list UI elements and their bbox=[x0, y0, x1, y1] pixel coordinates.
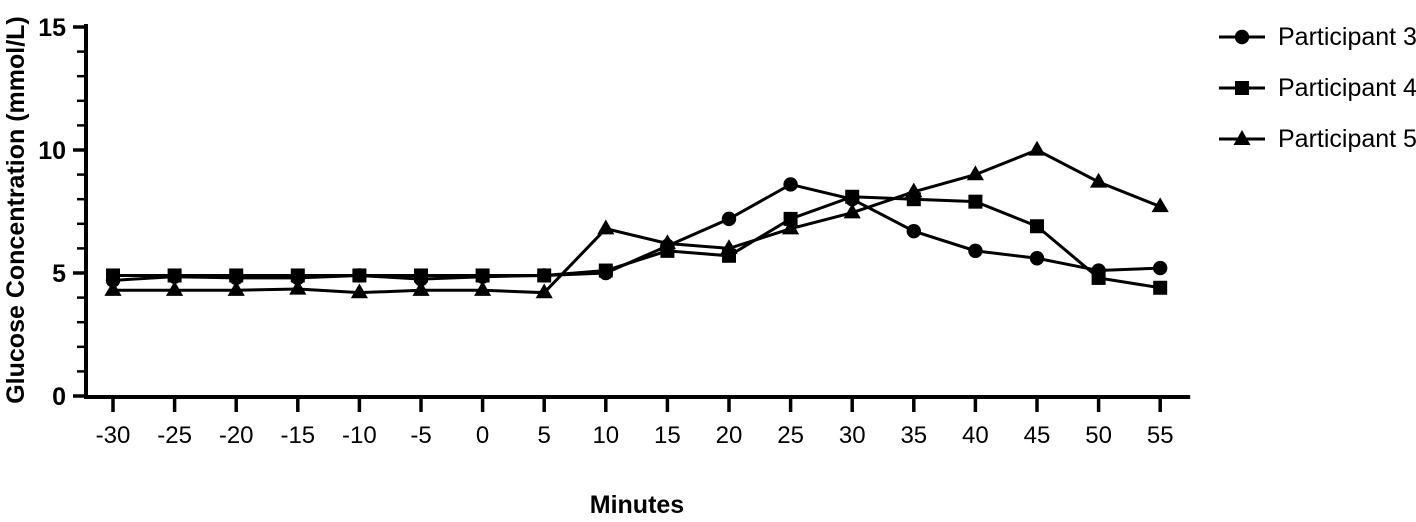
legend-item-participant-3: Participant 3 bbox=[1219, 20, 1416, 54]
data-point-participant-5 bbox=[535, 283, 553, 299]
x-tick-label: 10 bbox=[592, 422, 619, 449]
data-point-participant-5 bbox=[1028, 140, 1046, 156]
data-point-participant-4 bbox=[968, 194, 983, 209]
x-tick-label: 35 bbox=[900, 422, 927, 449]
x-tick-label: -25 bbox=[157, 422, 192, 449]
x-tick-label: 40 bbox=[962, 422, 989, 449]
y-tick-label: 10 bbox=[38, 137, 66, 165]
data-point-participant-5 bbox=[966, 165, 984, 181]
data-point-participant-3 bbox=[721, 211, 737, 227]
y-tick-label: 15 bbox=[38, 14, 66, 42]
data-point-participant-5 bbox=[1090, 172, 1108, 188]
x-tick-label: 50 bbox=[1085, 422, 1112, 449]
legend: Participant 3 Participant 4 Participant … bbox=[1219, 20, 1416, 156]
legend-label: Participant 3 bbox=[1278, 23, 1416, 51]
data-point-participant-4 bbox=[229, 268, 244, 283]
x-tick-label: -15 bbox=[280, 422, 315, 449]
data-point-participant-4 bbox=[106, 268, 120, 283]
legend-item-participant-4: Participant 4 bbox=[1219, 71, 1416, 105]
data-point-participant-4 bbox=[845, 189, 860, 204]
series-line-participant-5 bbox=[113, 148, 1161, 295]
data-point-participant-5 bbox=[782, 219, 800, 235]
data-point-participant-3 bbox=[968, 243, 983, 259]
data-point-participant-3 bbox=[1153, 260, 1168, 276]
legend-label: Participant 4 bbox=[1278, 74, 1416, 102]
x-tick-label: 0 bbox=[476, 422, 489, 449]
y-tick-label: 0 bbox=[52, 383, 66, 411]
series-line-participant-3 bbox=[112, 182, 1161, 282]
x-tick-label: -5 bbox=[410, 422, 431, 449]
data-point-participant-5 bbox=[843, 203, 861, 219]
x-tick-label: 55 bbox=[1147, 422, 1174, 449]
series-line-participant-4 bbox=[113, 195, 1161, 290]
x-tick-label: -20 bbox=[219, 422, 254, 449]
legend-item-participant-5: Participant 5 bbox=[1219, 122, 1416, 156]
data-point-participant-4 bbox=[414, 268, 428, 283]
legend-label: Participant 5 bbox=[1278, 125, 1416, 153]
data-point-participant-4 bbox=[1091, 270, 1106, 285]
data-point-participant-4 bbox=[290, 268, 305, 283]
x-tick-label: 20 bbox=[716, 422, 743, 449]
x-tick-label: 5 bbox=[538, 422, 551, 449]
data-point-participant-5 bbox=[474, 281, 492, 296]
x-tick-label: 45 bbox=[1024, 422, 1051, 449]
data-point-participant-5 bbox=[227, 281, 245, 296]
data-point-participant-4 bbox=[598, 263, 613, 278]
data-point-participant-3 bbox=[1029, 251, 1045, 266]
data-point-participant-4 bbox=[1153, 280, 1168, 295]
x-tick-label: 15 bbox=[654, 422, 681, 449]
plot-area bbox=[104, 140, 1169, 299]
data-point-participant-5 bbox=[350, 283, 368, 299]
axes: 0 5 10 15 -30 -25 -20 -15 -10 -5 0 5 10 15 20 25 30 35 40 4… bbox=[38, 14, 1191, 449]
data-point-participant-5 bbox=[905, 182, 923, 198]
data-point-participant-5 bbox=[720, 239, 738, 254]
data-point-participant-5 bbox=[166, 281, 184, 296]
data-point-participant-4 bbox=[783, 211, 798, 226]
triangle-marker-icon bbox=[1219, 130, 1265, 145]
data-point-participant-4 bbox=[537, 268, 552, 283]
data-point-participant-4 bbox=[167, 268, 182, 283]
square-marker-icon bbox=[1219, 81, 1265, 95]
x-tick-label: -30 bbox=[96, 422, 131, 449]
data-point-participant-3 bbox=[783, 177, 798, 192]
x-tick-label: 25 bbox=[777, 422, 804, 449]
x-tick-label: -10 bbox=[342, 422, 377, 449]
data-point-participant-4 bbox=[475, 268, 490, 283]
x-tick-label: 30 bbox=[839, 422, 866, 449]
data-point-participant-5 bbox=[104, 281, 122, 296]
data-point-participant-5 bbox=[412, 281, 430, 296]
y-tick-label: 5 bbox=[52, 260, 66, 288]
data-point-participant-5 bbox=[289, 279, 307, 295]
data-point-participant-3 bbox=[906, 223, 921, 239]
data-point-participant-5 bbox=[658, 234, 676, 250]
x-axis-title: Minutes bbox=[590, 491, 684, 519]
data-point-participant-4 bbox=[352, 268, 367, 283]
data-point-participant-5 bbox=[1151, 197, 1169, 213]
y-axis-title: Glucose Concentration (mmol/L) bbox=[2, 16, 30, 404]
circle-marker-icon bbox=[1219, 29, 1265, 45]
data-point-participant-5 bbox=[597, 219, 615, 235]
data-point-participant-4 bbox=[1030, 219, 1044, 234]
